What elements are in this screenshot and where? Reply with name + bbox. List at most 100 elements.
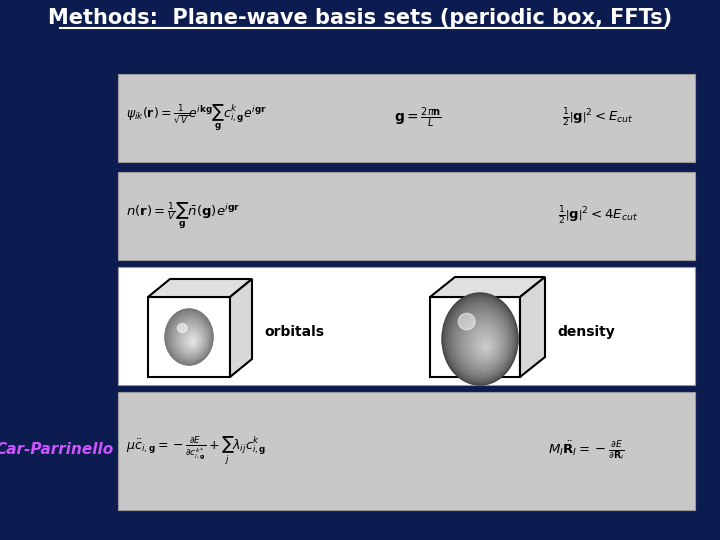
Ellipse shape <box>476 334 495 357</box>
Polygon shape <box>148 297 230 377</box>
Ellipse shape <box>184 330 200 350</box>
Ellipse shape <box>169 314 210 362</box>
Ellipse shape <box>474 332 496 358</box>
Ellipse shape <box>450 302 513 379</box>
Ellipse shape <box>184 331 200 350</box>
Ellipse shape <box>177 323 204 355</box>
Ellipse shape <box>443 294 518 384</box>
Ellipse shape <box>451 304 512 377</box>
Ellipse shape <box>481 341 491 352</box>
Ellipse shape <box>181 328 202 352</box>
Ellipse shape <box>461 316 505 369</box>
Text: orbitals: orbitals <box>264 325 324 339</box>
Ellipse shape <box>480 339 492 353</box>
Ellipse shape <box>189 337 197 346</box>
Ellipse shape <box>463 318 503 368</box>
Ellipse shape <box>191 339 195 344</box>
Ellipse shape <box>183 330 200 350</box>
Ellipse shape <box>467 323 501 364</box>
Ellipse shape <box>184 332 199 349</box>
Ellipse shape <box>457 312 508 372</box>
Ellipse shape <box>455 308 509 374</box>
Ellipse shape <box>179 326 203 354</box>
Ellipse shape <box>176 321 206 356</box>
Ellipse shape <box>186 333 199 348</box>
Ellipse shape <box>187 335 197 347</box>
Ellipse shape <box>169 314 210 362</box>
Ellipse shape <box>192 340 195 344</box>
Ellipse shape <box>469 326 499 362</box>
Polygon shape <box>430 277 545 297</box>
Ellipse shape <box>445 296 516 383</box>
Ellipse shape <box>464 320 503 367</box>
Ellipse shape <box>173 319 207 359</box>
Ellipse shape <box>174 320 207 357</box>
Ellipse shape <box>165 309 213 365</box>
Ellipse shape <box>189 338 196 345</box>
Ellipse shape <box>442 293 518 385</box>
Ellipse shape <box>186 334 198 348</box>
Ellipse shape <box>174 319 207 358</box>
Ellipse shape <box>453 307 510 376</box>
Ellipse shape <box>166 309 212 364</box>
Ellipse shape <box>462 318 504 368</box>
Ellipse shape <box>462 317 505 368</box>
Ellipse shape <box>181 328 202 352</box>
Ellipse shape <box>168 312 211 363</box>
Ellipse shape <box>172 317 208 360</box>
Ellipse shape <box>451 303 512 378</box>
Ellipse shape <box>166 310 212 364</box>
Ellipse shape <box>179 325 204 354</box>
Ellipse shape <box>484 344 489 349</box>
Ellipse shape <box>482 342 490 351</box>
Text: $n(\mathbf{r}) = \frac{1}{V} \sum_{\mathbf{g}} \bar{n}(\mathbf{g}) e^{i\mathbf{g: $n(\mathbf{r}) = \frac{1}{V} \sum_{\math… <box>126 201 240 231</box>
Ellipse shape <box>459 313 475 330</box>
Ellipse shape <box>468 325 500 363</box>
Ellipse shape <box>186 334 198 348</box>
Ellipse shape <box>451 305 511 377</box>
FancyBboxPatch shape <box>118 267 695 385</box>
Text: Methods:  Plane-wave basis sets (periodic box, FFTs): Methods: Plane-wave basis sets (periodic… <box>48 8 672 28</box>
Ellipse shape <box>473 331 496 359</box>
Ellipse shape <box>176 322 205 356</box>
Ellipse shape <box>467 323 500 364</box>
Text: $M_I \ddot{\mathbf{R}}_I = -\frac{\partial E}{\partial \mathbf{R}_I}$: $M_I \ddot{\mathbf{R}}_I = -\frac{\parti… <box>548 440 625 462</box>
Ellipse shape <box>172 318 208 359</box>
Ellipse shape <box>189 336 197 346</box>
Ellipse shape <box>173 318 207 359</box>
Ellipse shape <box>178 325 204 354</box>
Ellipse shape <box>483 343 489 350</box>
Ellipse shape <box>191 339 195 345</box>
Ellipse shape <box>482 341 490 352</box>
Ellipse shape <box>192 341 194 343</box>
Ellipse shape <box>180 326 202 353</box>
Ellipse shape <box>175 321 206 357</box>
Ellipse shape <box>179 326 203 353</box>
Ellipse shape <box>463 319 503 367</box>
Ellipse shape <box>179 325 204 354</box>
Ellipse shape <box>171 316 209 360</box>
Ellipse shape <box>475 333 495 357</box>
Ellipse shape <box>182 329 201 351</box>
Ellipse shape <box>174 320 207 357</box>
Ellipse shape <box>444 296 516 383</box>
Ellipse shape <box>192 340 194 343</box>
Text: $\mu \ddot{c}_{i,\mathbf{g}} = -\frac{\partial E}{\partial c_{i,\mathbf{g}}^{k*}: $\mu \ddot{c}_{i,\mathbf{g}} = -\frac{\p… <box>126 435 266 467</box>
Ellipse shape <box>474 332 495 357</box>
Ellipse shape <box>178 324 204 355</box>
Ellipse shape <box>181 327 202 353</box>
Polygon shape <box>520 277 545 377</box>
Ellipse shape <box>176 322 205 355</box>
Text: $\psi_{ik}(\mathbf{r}) = \frac{1}{\sqrt{V}} e^{i\mathbf{k}\mathbf{g}} \sum_{\mat: $\psi_{ik}(\mathbf{r}) = \frac{1}{\sqrt{… <box>126 103 267 133</box>
Ellipse shape <box>471 328 498 361</box>
Ellipse shape <box>444 295 517 383</box>
Ellipse shape <box>469 326 499 362</box>
FancyBboxPatch shape <box>118 74 695 162</box>
Polygon shape <box>230 279 252 377</box>
Ellipse shape <box>183 329 201 350</box>
Ellipse shape <box>448 300 514 380</box>
Ellipse shape <box>480 339 492 353</box>
Text: $\mathbf{g} = \frac{2\pi \mathbf{n}}{L}$: $\mathbf{g} = \frac{2\pi \mathbf{n}}{L}$ <box>394 106 442 130</box>
Ellipse shape <box>449 301 513 379</box>
Ellipse shape <box>443 294 517 384</box>
